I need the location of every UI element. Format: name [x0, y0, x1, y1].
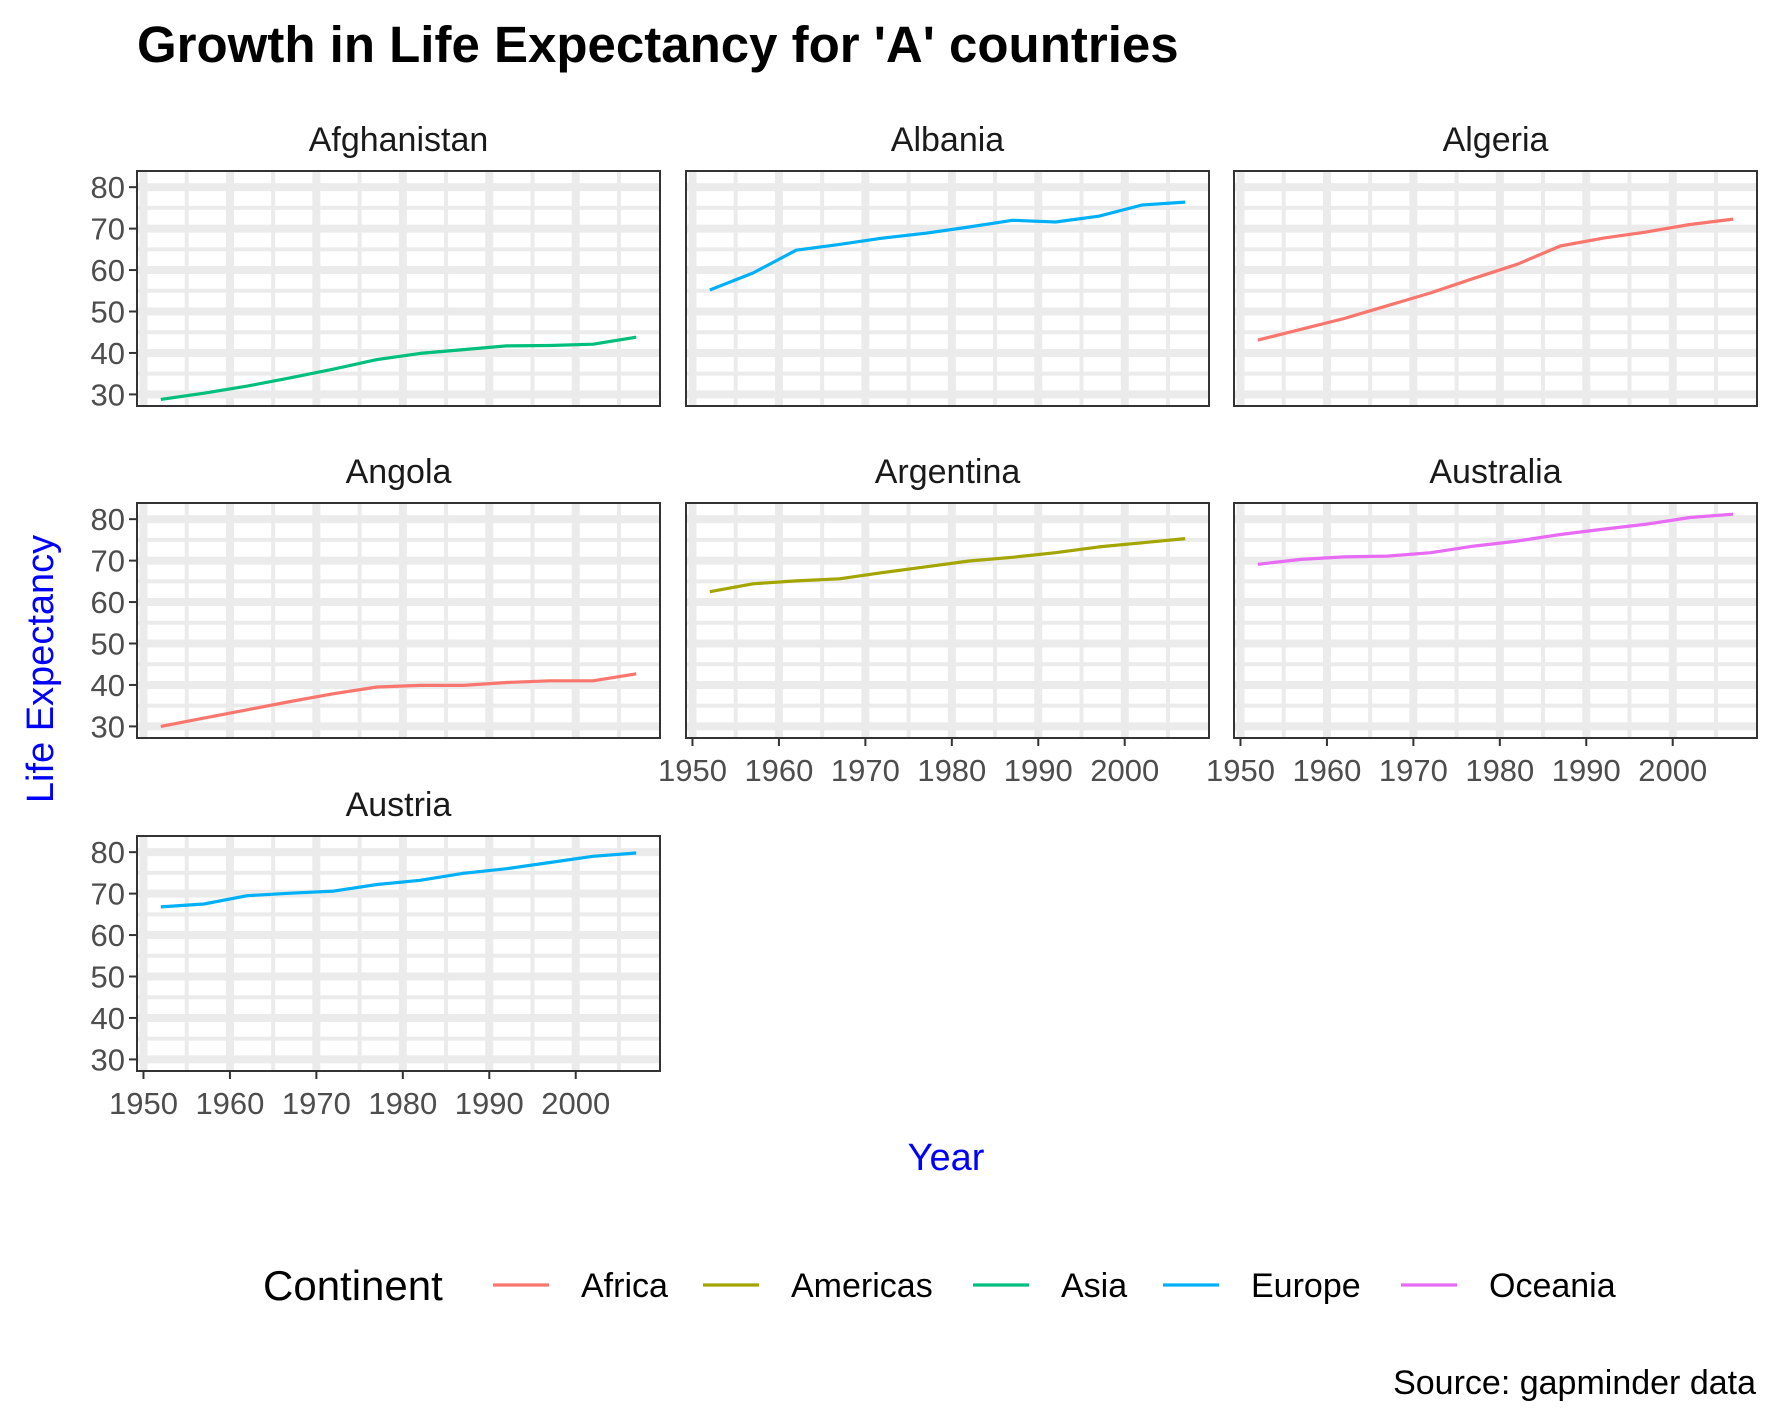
facet-panels: Afghanistan 30 40 50 60 70 80 Albania Algeria Ang… [91, 121, 1758, 1121]
x-tick-label: 1950 [1206, 753, 1275, 788]
y-tick-label: 30 [91, 1042, 125, 1077]
y-tick-label: 50 [91, 627, 125, 662]
series-line-algeria [1257, 217, 1734, 342]
y-tick-label: 40 [91, 336, 125, 371]
series-line-afghanistan [160, 335, 637, 401]
x-tick-label: 1980 [917, 753, 986, 788]
panel-border [136, 170, 661, 407]
panel-australia: Australia 1950 1960 1970 1980 1990 2000 [1206, 453, 1758, 788]
series-line-albania [709, 200, 1186, 292]
x-tick-label: 1980 [368, 1086, 437, 1121]
series-line-angola [160, 672, 637, 728]
chart-title: Growth in Life Expectancy for 'A' countr… [137, 16, 1179, 73]
panel-title: Argentina [875, 453, 1021, 491]
legend-item-americas: Americas [703, 1267, 933, 1305]
panel-border [1233, 170, 1758, 407]
panel-albania: Albania [685, 121, 1210, 407]
x-tick-label: 1980 [1465, 753, 1534, 788]
legend-label: Europe [1251, 1267, 1361, 1305]
y-tick-label: 30 [91, 377, 125, 412]
y-axis-label: Life Expectancy [20, 535, 62, 803]
panel-title: Algeria [1443, 121, 1549, 159]
y-tick-label: 40 [91, 668, 125, 703]
panel-border [685, 170, 1210, 407]
x-tick-label: 1950 [109, 1086, 178, 1121]
x-tick-label: 2000 [541, 1086, 610, 1121]
y-tick-label: 30 [91, 709, 125, 744]
panel-title: Albania [891, 121, 1005, 159]
panel-austria: Austria 30 40 50 60 70 80 1950 1960 1970 1980 1990 2… [91, 786, 661, 1121]
panel-title: Austria [346, 786, 452, 824]
x-tick-label: 2000 [1638, 753, 1707, 788]
panel-angola: Angola 30 40 50 60 70 80 [91, 453, 661, 744]
x-tick-label: 2000 [1090, 753, 1159, 788]
series-line-australia [1257, 512, 1734, 566]
x-tick-label: 1970 [1379, 753, 1448, 788]
caption: Source: gapminder data [1393, 1364, 1756, 1402]
y-tick-label: 60 [91, 585, 125, 620]
panel-border [1233, 502, 1758, 739]
panel-title: Australia [1429, 453, 1561, 491]
legend-item-oceania: Oceania [1401, 1267, 1616, 1305]
x-tick-label: 1990 [455, 1086, 524, 1121]
y-tick-label: 70 [91, 877, 125, 912]
y-tick-label: 50 [91, 960, 125, 995]
x-tick-label: 1990 [1552, 753, 1621, 788]
panel-title: Angola [346, 453, 452, 491]
x-tick-label: 1960 [195, 1086, 264, 1121]
series-line-argentina [709, 537, 1186, 594]
y-tick-label: 70 [91, 212, 125, 247]
x-tick-label: 1960 [1292, 753, 1361, 788]
x-tick-label: 1990 [1004, 753, 1073, 788]
panel-border [685, 502, 1210, 739]
legend-label: Africa [581, 1267, 668, 1305]
legend-item-europe: Europe [1163, 1267, 1361, 1305]
x-tick-label: 1970 [282, 1086, 351, 1121]
x-tick-label: 1960 [744, 753, 813, 788]
panel-algeria: Algeria [1233, 121, 1758, 407]
x-tick-label: 1950 [658, 753, 727, 788]
series-line-austria [160, 851, 637, 909]
panel-afghanistan: Afghanistan 30 40 50 60 70 80 [91, 121, 661, 412]
y-tick-label: 80 [91, 170, 125, 205]
legend-item-asia: Asia [973, 1267, 1127, 1305]
y-tick-label: 60 [91, 253, 125, 288]
legend-label: Americas [791, 1267, 933, 1305]
legend-label: Oceania [1489, 1267, 1616, 1305]
panel-argentina: Argentina 1950 1960 1970 1980 1990 2000 [658, 453, 1210, 788]
legend-title: Continent [263, 1262, 443, 1309]
y-tick-label: 60 [91, 918, 125, 953]
legend: Continent Africa Americas Asia Europe Oceani… [263, 1262, 1616, 1309]
y-tick-label: 80 [91, 502, 125, 537]
panel-title: Afghanistan [309, 121, 489, 159]
y-tick-label: 40 [91, 1001, 125, 1036]
legend-label: Asia [1061, 1267, 1127, 1305]
panel-border [136, 502, 661, 739]
x-tick-label: 1970 [831, 753, 900, 788]
y-tick-label: 80 [91, 835, 125, 870]
x-axis-label: Year [908, 1137, 985, 1179]
y-tick-label: 50 [91, 295, 125, 330]
y-tick-label: 70 [91, 544, 125, 579]
legend-item-africa: Africa [493, 1267, 668, 1305]
panel-border [136, 835, 661, 1072]
